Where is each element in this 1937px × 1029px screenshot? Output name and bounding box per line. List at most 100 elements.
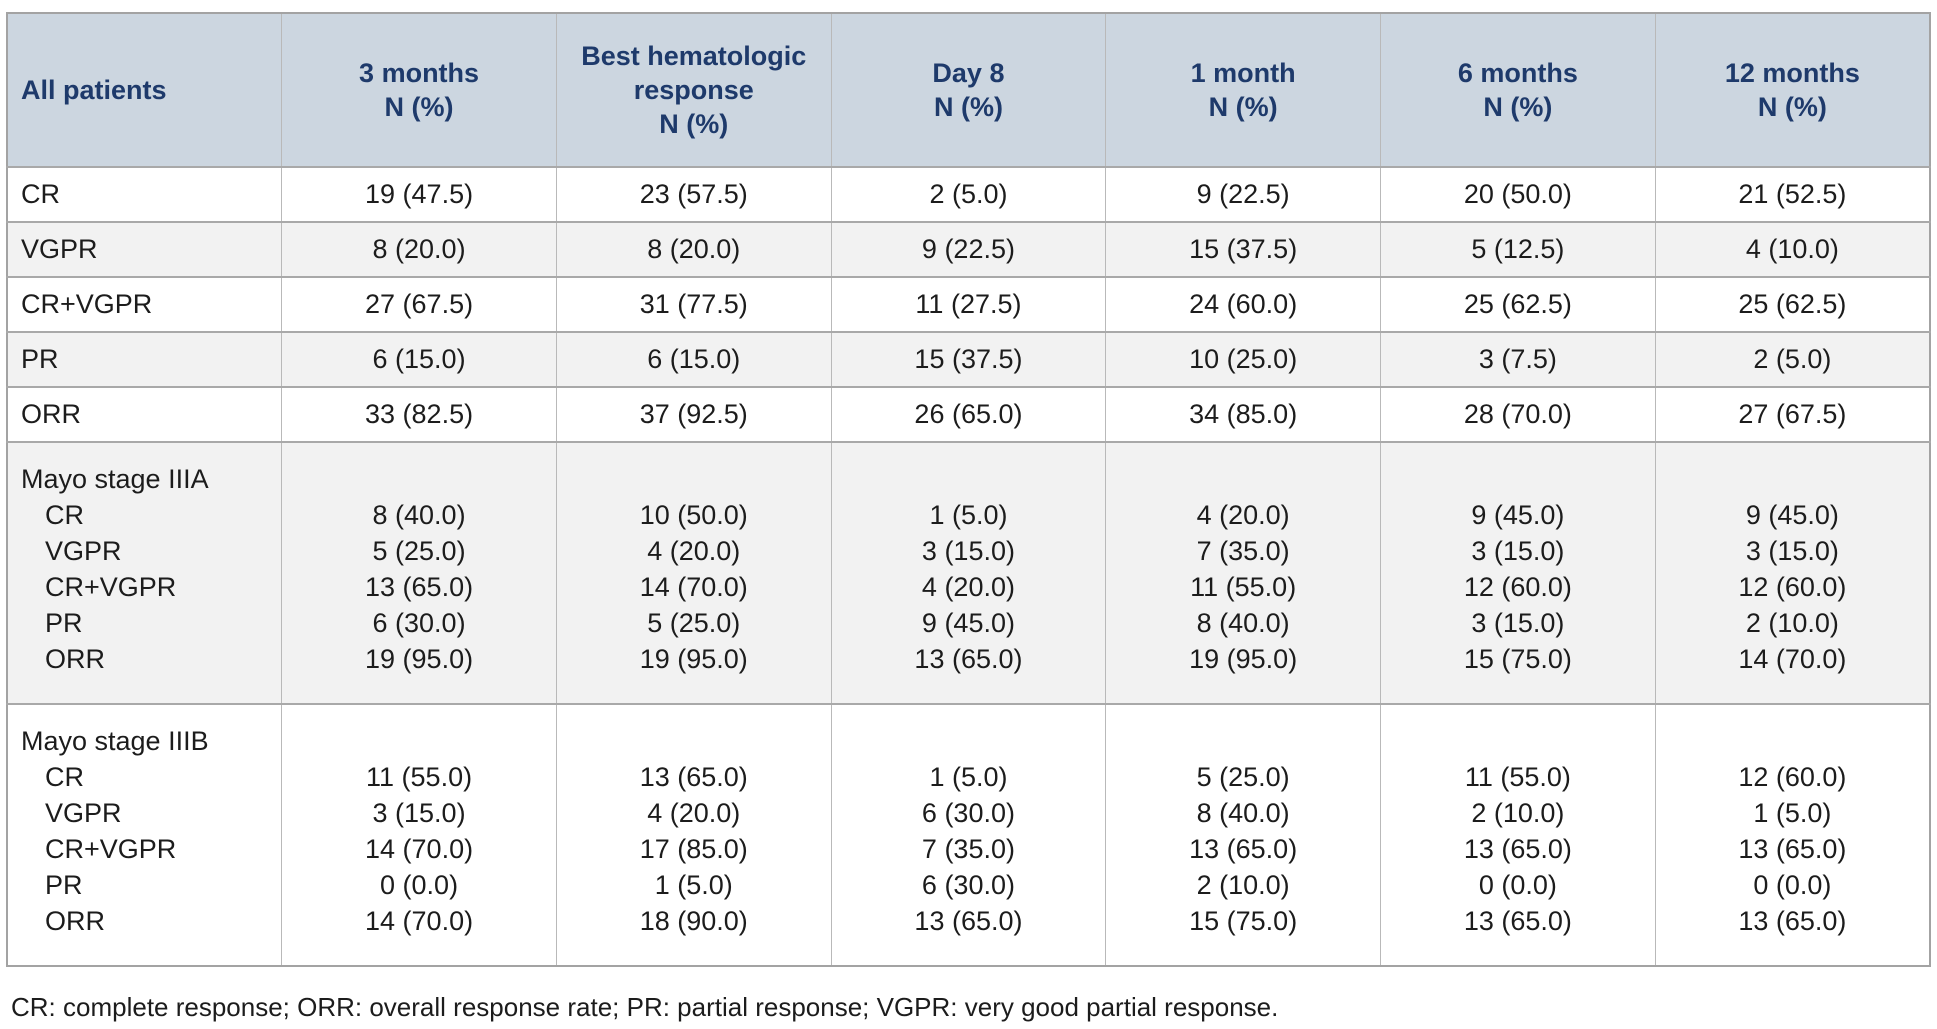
sub-row-label: PR bbox=[45, 870, 83, 900]
table-row-cr: CR 19 (47.5) 23 (57.5) 2 (5.0) 9 (22.5) … bbox=[6, 166, 1930, 222]
header-line: N (%) bbox=[1483, 92, 1553, 122]
hematologic-response-table: All patients 3 months N (%) Best hematol… bbox=[6, 12, 1931, 967]
value-cell: 9 (45.0) bbox=[921, 608, 1015, 638]
group-value-column: 11 (55.0) 2 (10.0) 13 (65.0) 0 (0.0) 13 … bbox=[1380, 703, 1656, 966]
group-block-mayo-stage-iiib: Mayo stage IIIB CR VGPR CR+VGPR PR ORR 1… bbox=[6, 703, 1930, 966]
value-cell: 2 (5.0) bbox=[830, 166, 1106, 222]
value-cell: 6 (30.0) bbox=[921, 870, 1015, 900]
value-cell: 14 (70.0) bbox=[639, 572, 748, 602]
header-line: response bbox=[633, 75, 754, 105]
value-cell: 8 (20.0) bbox=[555, 221, 832, 277]
value-cell: 2 (5.0) bbox=[1654, 331, 1930, 387]
spacer-line bbox=[557, 461, 830, 497]
sub-row-label: ORR bbox=[45, 906, 105, 936]
value-cell: 15 (75.0) bbox=[1463, 644, 1572, 674]
group-value-column: 9 (45.0) 3 (15.0) 12 (60.0) 3 (15.0) 15 … bbox=[1380, 441, 1656, 704]
group-value-column: 5 (25.0) 8 (40.0) 13 (65.0) 2 (10.0) 15 … bbox=[1105, 703, 1381, 966]
group-value-column: 12 (60.0) 1 (5.0) 13 (65.0) 0 (0.0) 13 (… bbox=[1654, 703, 1930, 966]
value-cell: 4 (20.0) bbox=[1196, 500, 1290, 530]
value-cell: 6 (15.0) bbox=[281, 331, 557, 387]
header-row: All patients 3 months N (%) Best hematol… bbox=[6, 13, 1930, 167]
value-cell: 13 (65.0) bbox=[914, 644, 1023, 674]
table-row-orr: ORR 33 (82.5) 37 (92.5) 26 (65.0) 34 (85… bbox=[6, 386, 1930, 442]
value-cell: 5 (25.0) bbox=[647, 608, 741, 638]
sub-row-label: VGPR bbox=[45, 536, 122, 566]
value-cell: 3 (15.0) bbox=[1471, 608, 1565, 638]
value-cell: 4 (10.0) bbox=[1654, 221, 1930, 277]
spacer-line bbox=[557, 723, 830, 759]
sub-row-label: ORR bbox=[45, 644, 105, 674]
spacer-line bbox=[283, 723, 556, 759]
header-line: 1 month bbox=[1190, 58, 1296, 88]
value-cell: 3 (15.0) bbox=[1745, 536, 1839, 566]
value-cell: 4 (20.0) bbox=[921, 572, 1015, 602]
header-cell-1-month: 1 month N (%) bbox=[1105, 13, 1381, 167]
value-cell: 1 (5.0) bbox=[1753, 798, 1832, 828]
header-line: Best hematologic bbox=[581, 41, 807, 71]
value-cell: 8 (20.0) bbox=[281, 221, 557, 277]
value-cell: 15 (37.5) bbox=[830, 331, 1106, 387]
spacer-line bbox=[1656, 723, 1929, 759]
table-row-pr: PR 6 (15.0) 6 (15.0) 15 (37.5) 10 (25.0)… bbox=[6, 331, 1930, 387]
value-cell: 34 (85.0) bbox=[1105, 386, 1381, 442]
group-block-mayo-stage-iiia: Mayo stage IIIA CR VGPR CR+VGPR PR ORR 8… bbox=[6, 441, 1930, 704]
value-cell: 19 (95.0) bbox=[1189, 644, 1298, 674]
group-label: Mayo stage IIIA bbox=[21, 464, 209, 494]
value-cell: 25 (62.5) bbox=[1654, 276, 1930, 332]
header-cell-day-8: Day 8 N (%) bbox=[830, 13, 1106, 167]
row-label: CR+VGPR bbox=[6, 276, 282, 332]
value-cell: 10 (50.0) bbox=[639, 500, 748, 530]
spacer-line bbox=[283, 461, 556, 497]
value-cell: 2 (10.0) bbox=[1196, 870, 1290, 900]
value-cell: 4 (20.0) bbox=[647, 536, 741, 566]
value-cell: 13 (65.0) bbox=[914, 906, 1023, 936]
value-cell: 6 (30.0) bbox=[921, 798, 1015, 828]
value-cell: 12 (60.0) bbox=[1738, 762, 1847, 792]
value-cell: 23 (57.5) bbox=[555, 166, 832, 222]
value-cell: 14 (70.0) bbox=[365, 834, 474, 864]
header-line: N (%) bbox=[384, 92, 454, 122]
row-label: VGPR bbox=[6, 221, 282, 277]
value-cell: 13 (65.0) bbox=[639, 762, 748, 792]
value-cell: 9 (22.5) bbox=[1105, 166, 1381, 222]
spacer-line bbox=[1107, 723, 1380, 759]
group-value-column: 8 (40.0) 5 (25.0) 13 (65.0) 6 (30.0) 19 … bbox=[281, 441, 557, 704]
value-cell: 13 (65.0) bbox=[1738, 906, 1847, 936]
sub-row-label: CR bbox=[45, 762, 84, 792]
group-label-column: Mayo stage IIIB CR VGPR CR+VGPR PR ORR bbox=[6, 703, 282, 966]
value-cell: 25 (62.5) bbox=[1380, 276, 1656, 332]
header-cell-12-months: 12 months N (%) bbox=[1654, 13, 1930, 167]
header-cell-3-months: 3 months N (%) bbox=[281, 13, 557, 167]
value-cell: 10 (25.0) bbox=[1105, 331, 1381, 387]
value-cell: 2 (10.0) bbox=[1471, 798, 1565, 828]
value-cell: 19 (95.0) bbox=[365, 644, 474, 674]
table-row-vgpr: VGPR 8 (20.0) 8 (20.0) 9 (22.5) 15 (37.5… bbox=[6, 221, 1930, 277]
value-cell: 3 (15.0) bbox=[1471, 536, 1565, 566]
group-label: Mayo stage IIIB bbox=[21, 726, 209, 756]
value-cell: 18 (90.0) bbox=[639, 906, 748, 936]
value-cell: 27 (67.5) bbox=[281, 276, 557, 332]
value-cell: 8 (40.0) bbox=[1196, 798, 1290, 828]
value-cell: 7 (35.0) bbox=[921, 834, 1015, 864]
header-line: N (%) bbox=[933, 92, 1003, 122]
sub-row-label: CR+VGPR bbox=[45, 834, 177, 864]
value-cell: 20 (50.0) bbox=[1380, 166, 1656, 222]
value-cell: 8 (40.0) bbox=[372, 500, 466, 530]
sub-row-label: CR bbox=[45, 500, 84, 530]
header-line: 3 months bbox=[359, 58, 480, 88]
spacer-line bbox=[1382, 723, 1655, 759]
header-line: 12 months bbox=[1724, 58, 1860, 88]
value-cell: 13 (65.0) bbox=[1738, 834, 1847, 864]
value-cell: 21 (52.5) bbox=[1654, 166, 1930, 222]
value-cell: 13 (65.0) bbox=[1189, 834, 1298, 864]
value-cell: 11 (55.0) bbox=[366, 762, 473, 792]
header-label: All patients bbox=[21, 75, 167, 105]
header-cell-6-months: 6 months N (%) bbox=[1380, 13, 1656, 167]
header-line: N (%) bbox=[1757, 92, 1827, 122]
group-value-column: 13 (65.0) 4 (20.0) 17 (85.0) 1 (5.0) 18 … bbox=[555, 703, 832, 966]
value-cell: 9 (45.0) bbox=[1471, 500, 1565, 530]
value-cell: 7 (35.0) bbox=[1196, 536, 1290, 566]
value-cell: 3 (7.5) bbox=[1380, 331, 1656, 387]
value-cell: 17 (85.0) bbox=[639, 834, 748, 864]
